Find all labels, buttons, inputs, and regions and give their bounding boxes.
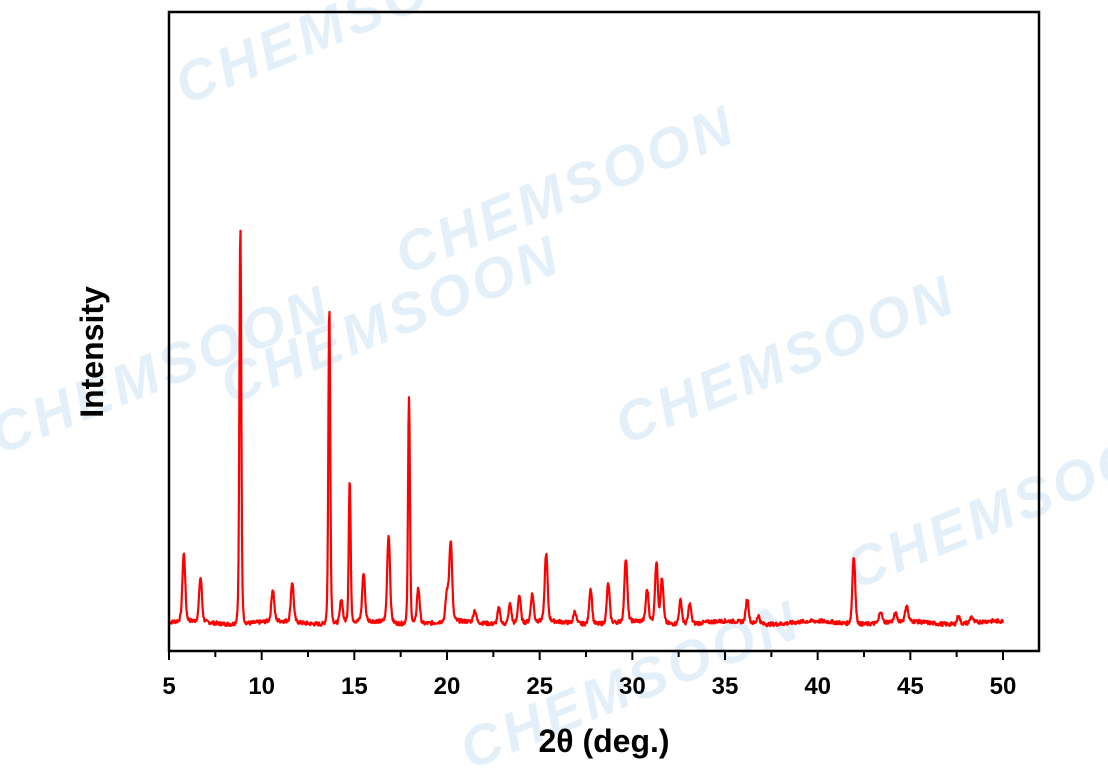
x-tick-label: 10 [248,673,275,700]
x-tick-label: 20 [434,673,461,700]
watermark-text: CHEMSOON [386,92,745,286]
plot-frame [167,10,1041,653]
x-axis-title: 2θ (deg.) [538,723,669,759]
x-tick-label: 15 [341,673,368,700]
watermark-text: CHEMSOON [836,407,1108,601]
watermark-text: CHEMSOON [166,0,525,116]
x-axis-ticks: 5 10 15 20 25 30 35 40 45 50 [162,651,1016,700]
x-tick-label: 25 [526,673,553,700]
plot-area [168,229,1005,628]
x-tick-label: 45 [897,673,924,700]
watermark-text: CHEMSOON [606,262,965,456]
x-tick-label: 35 [712,673,739,700]
x-tick-label: 5 [162,673,175,700]
xrpd-curve [168,229,1005,628]
x-tick-label: 50 [990,673,1017,700]
x-tick-label: 40 [804,673,831,700]
y-axis-title: Intensity [74,286,110,418]
x-tick-label: 30 [619,673,646,700]
